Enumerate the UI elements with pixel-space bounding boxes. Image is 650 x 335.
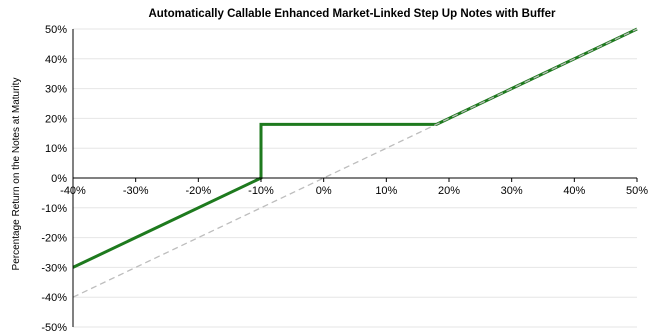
x-axis-tick-labels: -40% -30% -20% -10% 0% 10% 20% 30% 40% 50% — [60, 185, 648, 197]
y-tick-label: 0% — [51, 173, 67, 185]
y-tick-label: -30% — [41, 262, 67, 274]
y-tick-label: 20% — [45, 113, 67, 125]
y-tick-label: -10% — [41, 203, 67, 215]
chart-title: Automatically Callable Enhanced Market-L… — [148, 8, 556, 20]
y-tick-label: 10% — [45, 143, 67, 155]
x-tick-label: 20% — [438, 185, 460, 197]
series-group — [72, 27, 638, 298]
y-axis-label: Percentage Return on the Notes at Maturi… — [11, 78, 22, 271]
x-tick-label: -30% — [123, 185, 149, 197]
underlying-return-line — [72, 28, 638, 298]
y-tick-label: -40% — [41, 292, 67, 304]
y-tick-label: 40% — [45, 54, 67, 66]
x-tick-label: -40% — [60, 185, 86, 197]
y-axis-tick-labels: 50% 40% 30% 20% 10% 0% -10% -20% -30% -40% -50% — [41, 24, 67, 334]
y-tick-label: -20% — [41, 233, 67, 245]
y-tick-label: -50% — [41, 322, 67, 334]
x-tick-label: -20% — [185, 185, 211, 197]
x-tick-label: 10% — [375, 185, 397, 197]
x-tick-label: 0% — [316, 185, 332, 197]
x-tick-label: -10% — [248, 185, 274, 197]
x-tick-label: 40% — [563, 185, 585, 197]
x-tick-label: 30% — [501, 185, 523, 197]
y-tick-label: 30% — [45, 84, 67, 96]
x-tick-label: 50% — [626, 185, 648, 197]
y-tick-label: 50% — [45, 24, 67, 36]
notes-return-line — [72, 27, 638, 269]
axes — [72, 29, 638, 327]
